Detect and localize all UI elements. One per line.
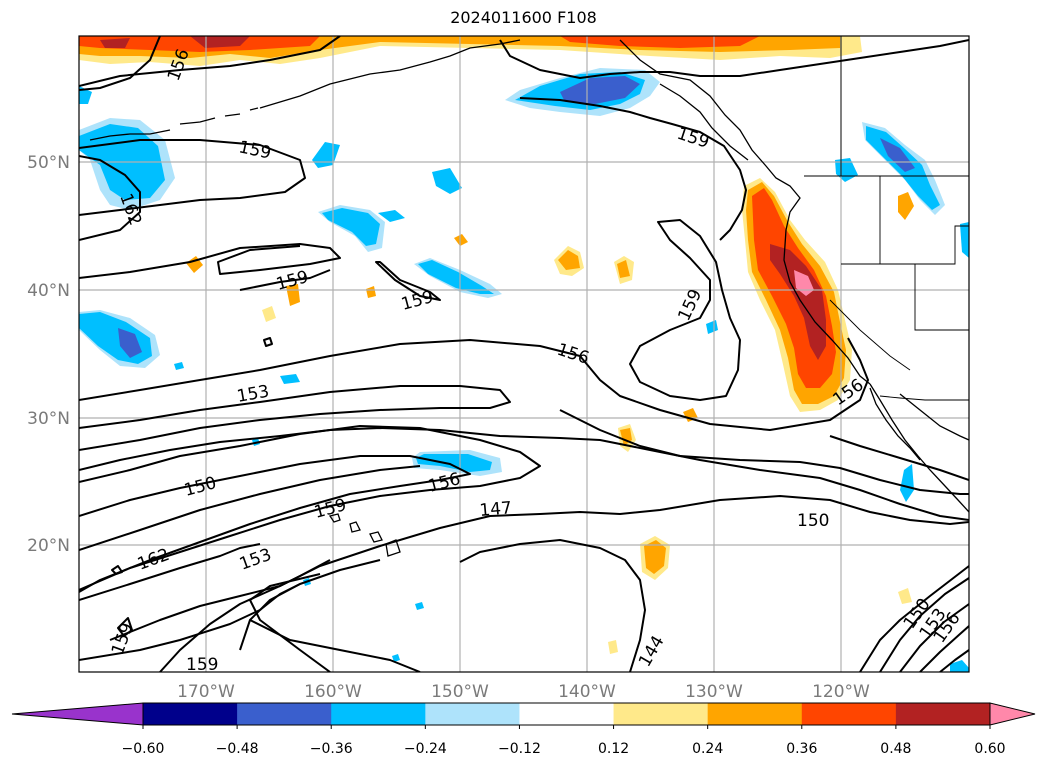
lat-label-50n: 50°N [27, 153, 70, 173]
contour-label: 150 [797, 511, 829, 531]
height-contours [79, 36, 969, 672]
colorbar-label: 0.48 [880, 741, 911, 757]
map-frame [78, 35, 970, 673]
lat-label-30n: 30°N [27, 409, 70, 429]
colorbar-label: 0.36 [786, 741, 817, 757]
colorbar-label: 0.60 [974, 741, 1005, 757]
lon-label-140w: 140°W [558, 682, 616, 702]
lat-label-40n: 40°N [27, 281, 70, 301]
colorbar-segment [801, 703, 897, 725]
coastlines [89, 36, 969, 557]
colorbar-label: −0.48 [216, 741, 259, 757]
colorbar-segment [143, 703, 238, 725]
colorbar-label: −0.36 [310, 741, 353, 757]
lon-label-160w: 160°W [304, 682, 362, 702]
lat-label-20n: 20°N [27, 536, 70, 556]
colorbar-segment [895, 703, 991, 725]
colorbar-label: −0.24 [404, 741, 447, 757]
map-panel: 156 159 162 159 159 159 156 153 150 156 … [79, 36, 969, 675]
longitude-labels: 170°W 160°W 150°W 140°W 130°W 120°W [177, 682, 870, 702]
colorbar-segment [237, 703, 332, 725]
colorbar: −0.60 −0.48 −0.36 −0.24 −0.12 0.12 0.24 0.36 0.4… [11, 702, 1036, 757]
colorbar-label: −0.12 [498, 741, 541, 757]
latitude-labels: 50°N 40°N 30°N 20°N [27, 153, 70, 556]
colorbar-extend-low [11, 702, 144, 726]
lon-label-130w: 130°W [685, 682, 743, 702]
colorbar-extend-high [989, 702, 1036, 726]
colorbar-segment [613, 703, 709, 725]
colorbar-label: 0.12 [598, 741, 629, 757]
colorbar-label: 0.24 [692, 741, 723, 757]
colorbar-label: −0.60 [122, 741, 165, 757]
lon-label-150w: 150°W [431, 682, 489, 702]
colorbar-segment [519, 703, 615, 725]
contour-label: 159 [186, 655, 218, 675]
colorbar-segment [707, 703, 803, 725]
lon-label-170w: 170°W [177, 682, 235, 702]
lon-label-120w: 120°W [812, 682, 870, 702]
colorbar-segment [331, 703, 426, 725]
colorbar-frame [142, 702, 991, 726]
map-title: 2024011600 F108 [450, 8, 597, 27]
colorbar-segment [425, 703, 520, 725]
contour-label: 147 [479, 498, 513, 521]
